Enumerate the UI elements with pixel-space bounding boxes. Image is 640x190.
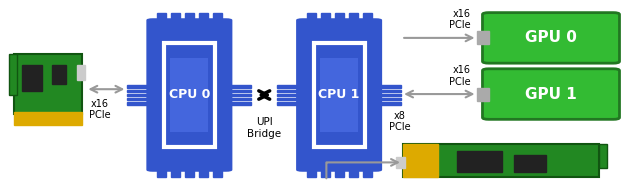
- Bar: [349, 170, 358, 177]
- Bar: [185, 13, 194, 20]
- Bar: [307, 13, 316, 20]
- Bar: [226, 89, 252, 92]
- Bar: [277, 98, 303, 101]
- Bar: [185, 170, 194, 177]
- FancyBboxPatch shape: [296, 18, 382, 172]
- Bar: [199, 13, 208, 20]
- Bar: [213, 13, 222, 20]
- Text: x16
PCIe: x16 PCIe: [90, 99, 111, 120]
- Bar: [127, 98, 153, 101]
- Text: x8
PCIe: x8 PCIe: [389, 111, 410, 132]
- Text: x16
PCIe: x16 PCIe: [449, 65, 471, 87]
- Bar: [321, 13, 330, 20]
- Bar: [157, 170, 166, 177]
- Bar: [363, 170, 372, 177]
- FancyBboxPatch shape: [314, 43, 365, 147]
- FancyBboxPatch shape: [403, 144, 599, 177]
- Bar: [171, 13, 180, 20]
- Bar: [14, 112, 83, 125]
- Text: CPU 0: CPU 0: [169, 89, 210, 101]
- Bar: [77, 65, 85, 80]
- Bar: [277, 94, 303, 96]
- Bar: [9, 54, 17, 95]
- Bar: [321, 170, 330, 177]
- Bar: [335, 13, 344, 20]
- Bar: [477, 88, 489, 101]
- Bar: [515, 155, 546, 172]
- Bar: [376, 86, 401, 88]
- Bar: [363, 13, 372, 20]
- Bar: [277, 89, 303, 92]
- Bar: [599, 144, 607, 168]
- Text: GPU 1: GPU 1: [525, 87, 577, 102]
- Bar: [127, 89, 153, 92]
- Bar: [226, 102, 252, 104]
- Bar: [127, 102, 153, 104]
- FancyBboxPatch shape: [320, 58, 358, 132]
- Bar: [376, 98, 401, 101]
- Bar: [477, 31, 489, 44]
- Bar: [199, 170, 208, 177]
- Bar: [171, 170, 180, 177]
- Bar: [226, 86, 252, 88]
- FancyBboxPatch shape: [14, 54, 83, 114]
- Bar: [376, 102, 401, 104]
- FancyBboxPatch shape: [164, 43, 215, 147]
- FancyBboxPatch shape: [483, 13, 620, 63]
- Bar: [277, 102, 303, 104]
- Text: CPU 1: CPU 1: [319, 89, 360, 101]
- Bar: [376, 94, 401, 96]
- FancyBboxPatch shape: [170, 58, 209, 132]
- Bar: [127, 86, 153, 88]
- Bar: [127, 94, 153, 96]
- Bar: [349, 13, 358, 20]
- Bar: [307, 170, 316, 177]
- Text: UPI
Bridge: UPI Bridge: [247, 117, 282, 139]
- Bar: [22, 65, 42, 91]
- Bar: [213, 170, 222, 177]
- Bar: [457, 151, 502, 172]
- Bar: [52, 65, 67, 84]
- Bar: [277, 86, 303, 88]
- FancyBboxPatch shape: [147, 18, 232, 172]
- Bar: [335, 170, 344, 177]
- Bar: [376, 89, 401, 92]
- FancyBboxPatch shape: [483, 69, 620, 119]
- Bar: [157, 13, 166, 20]
- Bar: [226, 94, 252, 96]
- Bar: [396, 157, 405, 168]
- Bar: [403, 144, 438, 177]
- Bar: [226, 98, 252, 101]
- Text: GPU 0: GPU 0: [525, 30, 577, 45]
- Text: x16
PCIe: x16 PCIe: [449, 9, 471, 30]
